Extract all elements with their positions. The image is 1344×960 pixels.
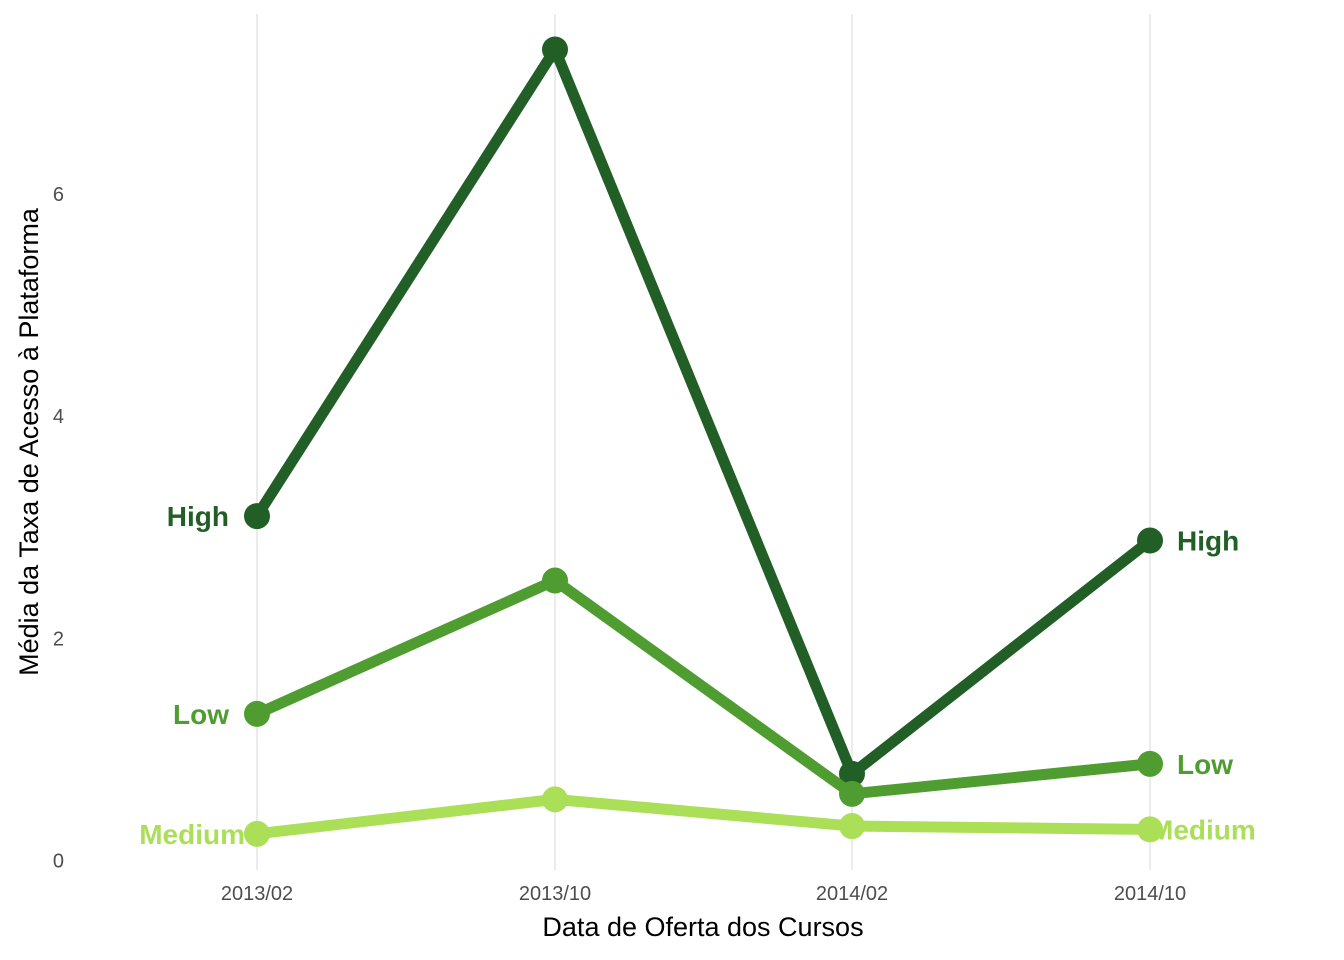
series-line-high xyxy=(251,43,1156,780)
series-low xyxy=(244,567,1163,807)
series-label-end: Low xyxy=(1177,749,1233,780)
y-axis-ticks: 0 2 4 6 xyxy=(53,184,64,873)
data-point-low xyxy=(839,780,865,807)
series-label-start: High xyxy=(167,501,229,532)
x-tick-label: 2013/02 xyxy=(221,883,293,905)
series-label-end: High xyxy=(1177,526,1239,557)
x-tick-label: 2014/10 xyxy=(1114,883,1186,905)
data-point-high xyxy=(839,760,865,787)
series xyxy=(244,36,1163,847)
series-end-labels: High High Low Low Medium Medium xyxy=(139,501,1256,850)
x-axis-title: Data de Oferta dos Cursos xyxy=(542,912,863,942)
data-point-low xyxy=(244,700,270,727)
series-label-start: Medium xyxy=(139,819,245,850)
y-tick-label: 0 xyxy=(53,851,64,873)
y-tick-label: 6 xyxy=(53,184,64,206)
series-high xyxy=(244,36,1163,787)
y-tick-label: 4 xyxy=(53,406,64,428)
data-point-medium xyxy=(244,820,270,847)
data-point-high xyxy=(244,503,270,530)
data-point-medium xyxy=(1137,816,1163,843)
series-label-end: Medium xyxy=(1150,814,1256,845)
x-tick-label: 2014/02 xyxy=(816,883,888,905)
gridlines xyxy=(256,14,1151,870)
data-point-low xyxy=(1137,750,1163,777)
series-line-medium xyxy=(251,793,1156,840)
data-point-medium xyxy=(542,786,568,813)
series-line-low xyxy=(251,575,1156,800)
y-tick-label: 2 xyxy=(53,628,64,650)
data-point-low xyxy=(542,567,568,594)
data-point-medium xyxy=(839,813,865,840)
x-tick-label: 2013/10 xyxy=(519,883,591,905)
series-medium xyxy=(244,786,1163,847)
x-axis-ticks: 2013/02 2013/10 2014/02 2014/10 xyxy=(221,883,1186,905)
data-point-high xyxy=(542,36,568,63)
data-point-high xyxy=(1137,527,1163,554)
y-axis-title: Média da Taxa de Acesso à Plataforma xyxy=(14,207,44,676)
series-label-start: Low xyxy=(173,699,229,730)
